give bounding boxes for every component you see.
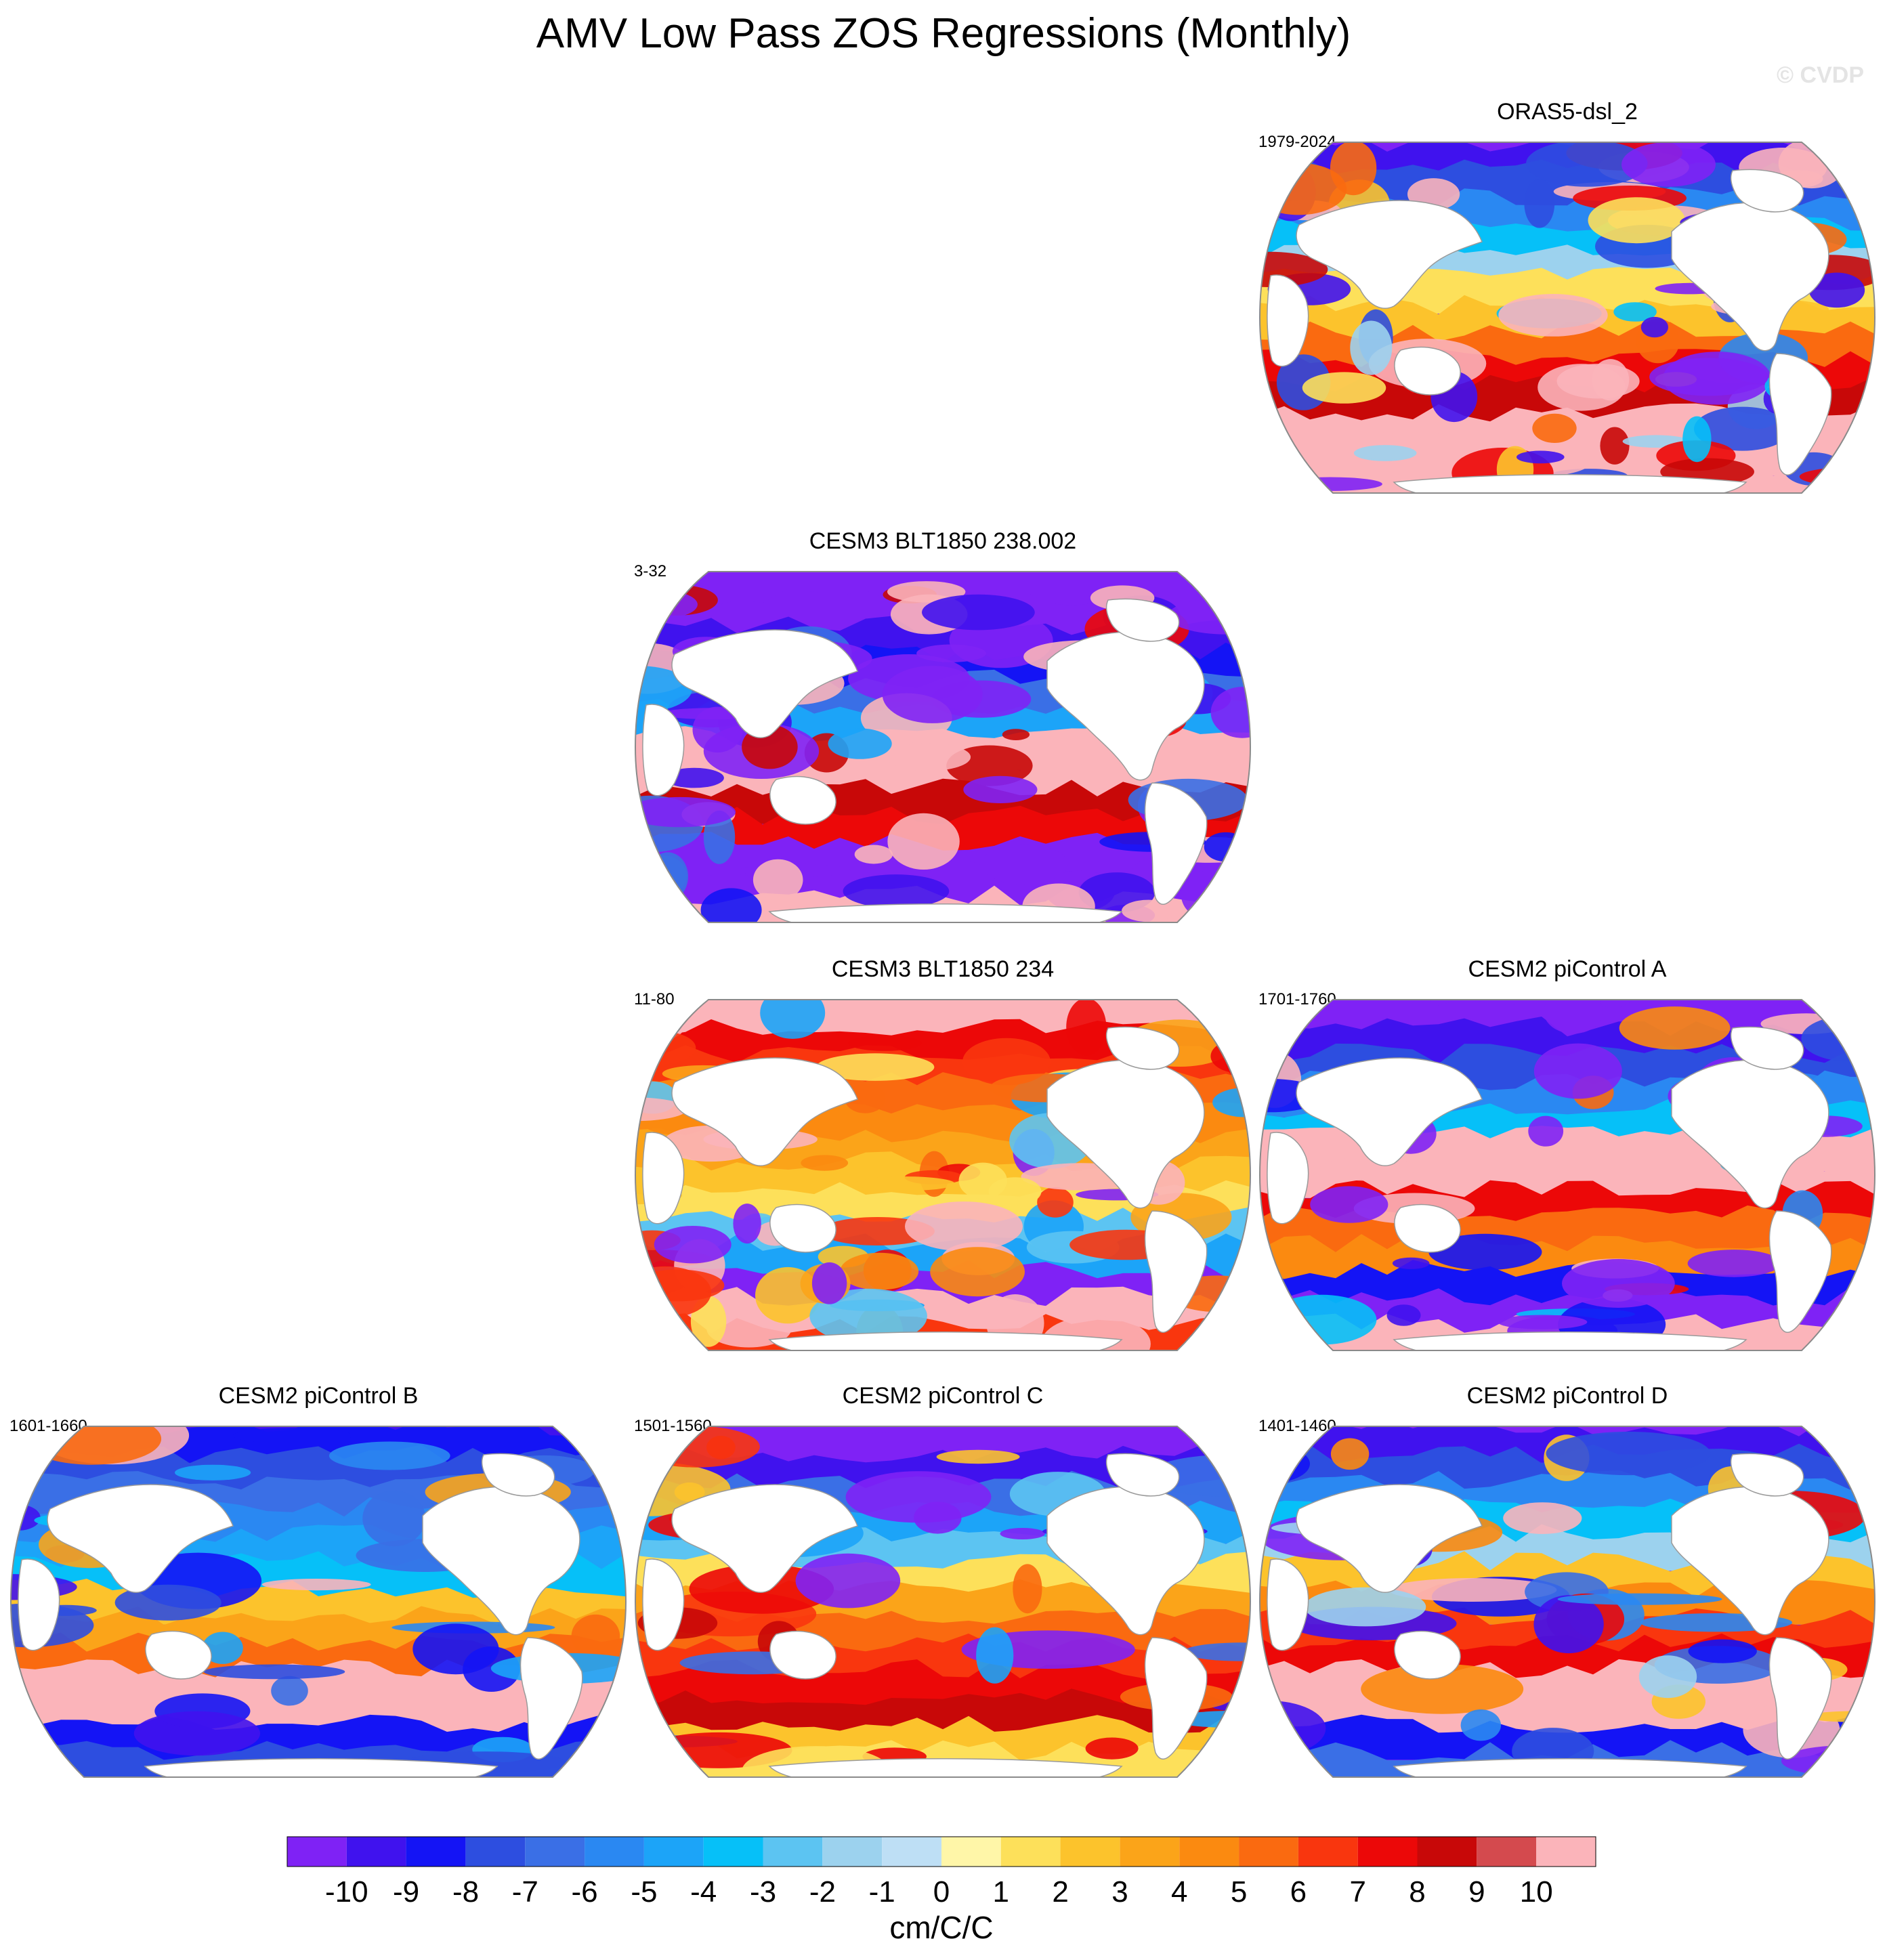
panel-cesm3-234: CESM3 BLT1850 234 11-80 xyxy=(634,956,1252,1363)
colorbar-tick-label: 2 xyxy=(1052,1875,1068,1909)
colorbar-box xyxy=(585,1837,644,1867)
colorbar-tick-label: 9 xyxy=(1468,1875,1485,1909)
colorbar-box xyxy=(406,1837,466,1867)
panel-cesm2-b: CESM2 piControl B 1601-1660 xyxy=(9,1383,627,1789)
panel-cesm2-c: CESM2 piControl C 1501-1560 xyxy=(634,1383,1252,1789)
colorbar-tick-label: 7 xyxy=(1349,1875,1365,1909)
world-map xyxy=(1258,142,1876,494)
colorbar-box xyxy=(1357,1837,1418,1867)
world-map xyxy=(1258,1426,1876,1778)
panel-oras5: ORAS5-dsl_2 1979-2024 xyxy=(1258,99,1876,505)
colorbar-box xyxy=(1417,1837,1477,1867)
colorbar-box xyxy=(525,1837,585,1867)
colorbar-tick-label: -2 xyxy=(809,1875,836,1909)
colorbar-tick-label: -6 xyxy=(572,1875,598,1909)
panel-period: 1501-1560 xyxy=(634,1417,712,1435)
world-map xyxy=(9,1426,627,1778)
colorbar-tick-label: -3 xyxy=(750,1875,776,1909)
colorbar-box xyxy=(1000,1837,1061,1867)
panel-period: 3-32 xyxy=(634,562,667,580)
colorbar-tick-label: 6 xyxy=(1290,1875,1307,1909)
panel-period: 1701-1760 xyxy=(1258,990,1336,1008)
colorbar-tick-label: 1 xyxy=(993,1875,1009,1909)
colorbar-tick-label: -9 xyxy=(393,1875,419,1909)
colorbar-tick-label: -10 xyxy=(325,1875,368,1909)
world-map xyxy=(634,571,1252,923)
colorbar-box xyxy=(822,1837,883,1867)
world-map xyxy=(634,1426,1252,1778)
colorbar-box xyxy=(465,1837,526,1867)
cvdp-watermark: © CVDP xyxy=(1777,62,1864,88)
panel-title: ORAS5-dsl_2 xyxy=(1497,99,1638,125)
colorbar-box xyxy=(287,1837,347,1867)
colorbar-box xyxy=(1477,1837,1537,1867)
colorbar-tick-label: 3 xyxy=(1111,1875,1128,1909)
colorbar-tick-label: -5 xyxy=(631,1875,657,1909)
colorbar-box xyxy=(346,1837,406,1867)
colorbar-box xyxy=(1179,1837,1239,1867)
panel-period: 1601-1660 xyxy=(9,1417,87,1435)
panel-period: 11-80 xyxy=(634,990,675,1008)
colorbar-box xyxy=(643,1837,704,1867)
colorbar-unit: cm/C/C xyxy=(889,1910,993,1945)
colorbar-box xyxy=(1298,1837,1358,1867)
colorbar-box xyxy=(941,1837,1001,1867)
colorbar-tick-label: 5 xyxy=(1231,1875,1247,1909)
colorbar-tick-label: -4 xyxy=(690,1875,717,1909)
colorbar-tick-label: -1 xyxy=(869,1875,895,1909)
colorbar-box xyxy=(1239,1837,1298,1867)
colorbar-tick-label: -7 xyxy=(512,1875,538,1909)
panel-cesm3-238: CESM3 BLT1850 238.002 3-32 xyxy=(634,528,1252,935)
panel-cesm2-d: CESM2 piControl D 1401-1460 xyxy=(1258,1383,1876,1789)
panel-period: 1401-1460 xyxy=(1258,1417,1336,1435)
colorbar-box xyxy=(763,1837,823,1867)
panel-cesm2-a: CESM2 piControl A 1701-1760 xyxy=(1258,956,1876,1363)
figure-title: AMV Low Pass ZOS Regressions (Monthly) xyxy=(536,10,1351,57)
world-map xyxy=(634,999,1252,1351)
colorbar-box xyxy=(703,1837,763,1867)
panel-title: CESM3 BLT1850 238.002 xyxy=(809,528,1077,554)
colorbar-tick-label: 0 xyxy=(933,1875,950,1909)
panel-title: CESM2 piControl D xyxy=(1466,1383,1668,1409)
colorbar-tick-label: 4 xyxy=(1171,1875,1187,1909)
panel-period: 1979-2024 xyxy=(1258,133,1336,151)
colorbar-box xyxy=(1060,1837,1120,1867)
colorbar-box xyxy=(1536,1837,1596,1867)
panel-title: CESM3 BLT1850 234 xyxy=(831,956,1055,982)
colorbar-tick-label: -8 xyxy=(452,1875,479,1909)
world-map xyxy=(1258,999,1876,1351)
colorbar-tick-label: 8 xyxy=(1409,1875,1425,1909)
panel-title: CESM2 piControl A xyxy=(1468,956,1667,982)
panel-title: CESM2 piControl B xyxy=(218,1383,419,1409)
colorbar-box xyxy=(882,1837,941,1867)
colorbar-tick-label: 10 xyxy=(1520,1875,1553,1909)
panel-title: CESM2 piControl C xyxy=(842,1383,1044,1409)
colorbar-box xyxy=(1120,1837,1180,1867)
